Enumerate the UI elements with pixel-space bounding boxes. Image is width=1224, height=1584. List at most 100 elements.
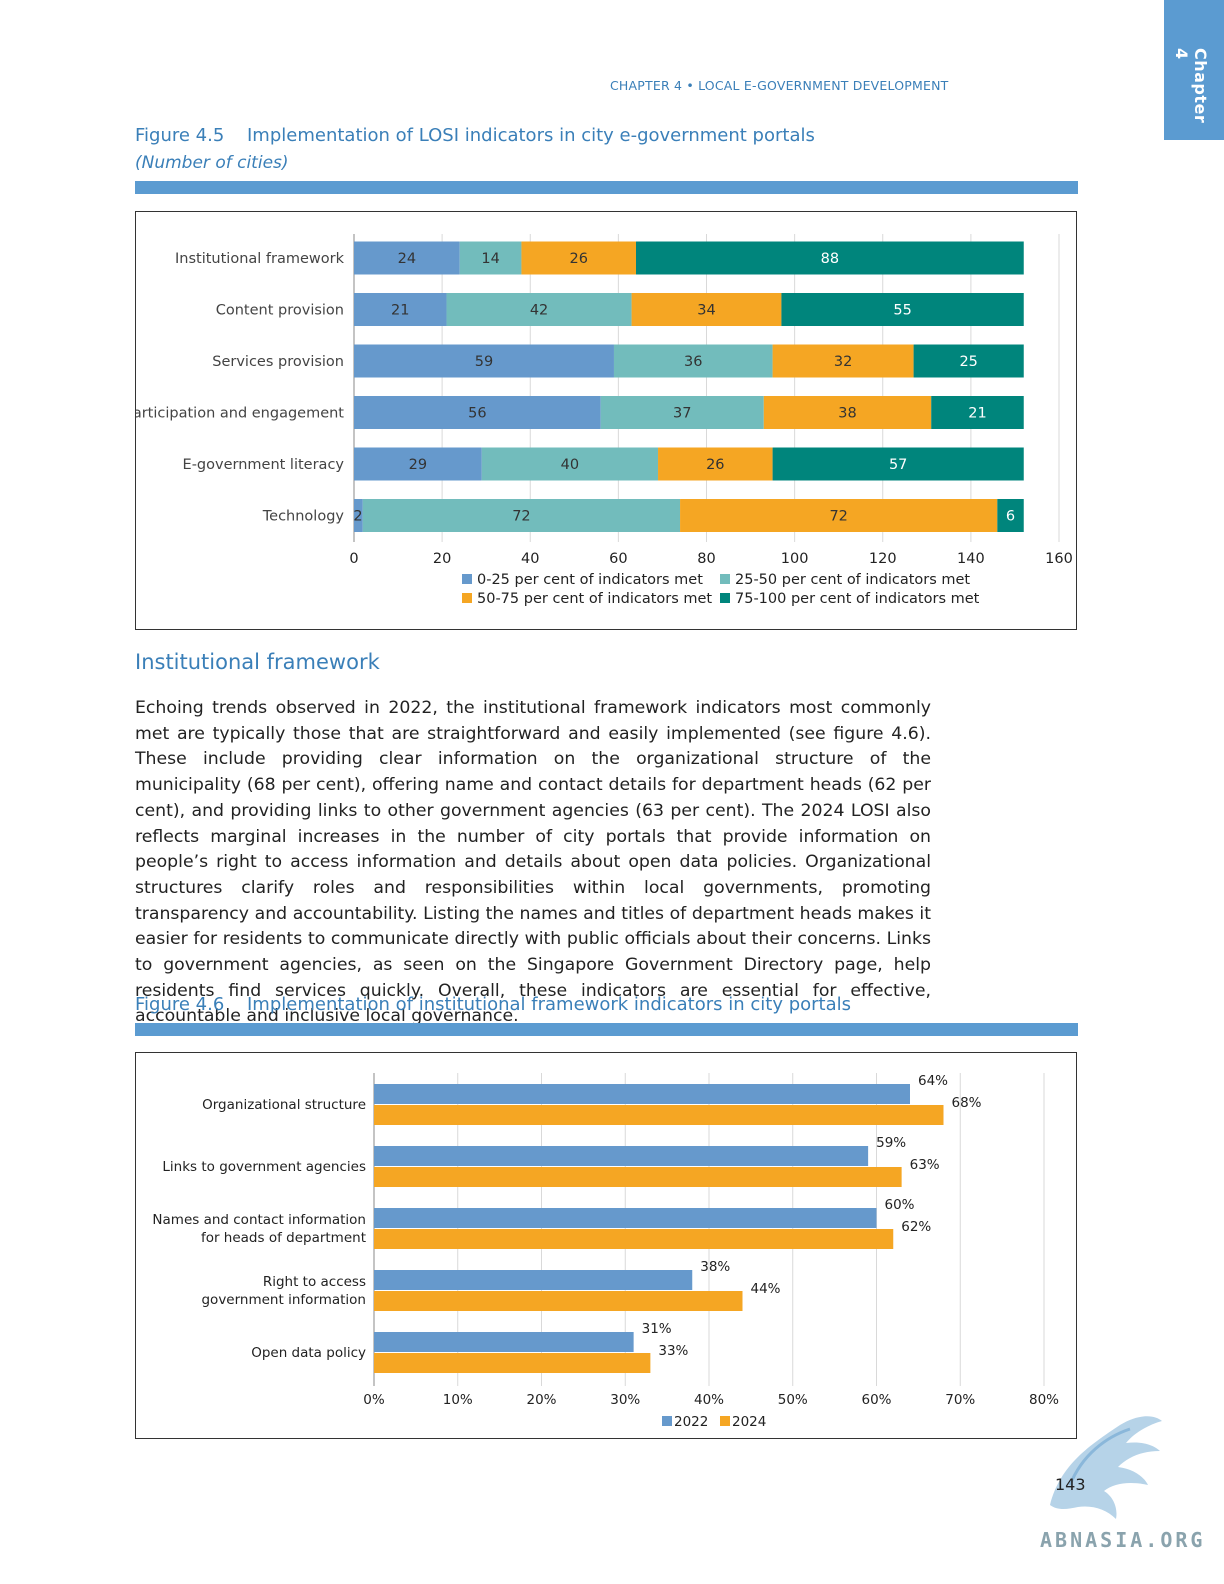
legend-label: 50-75 per cent of indicators met <box>477 591 713 607</box>
figure-4-5-title: Figure 4.5 Implementation of LOSI indicat… <box>135 125 815 146</box>
data-label: 57 <box>889 457 907 473</box>
bar <box>374 1208 877 1228</box>
x-tick-label: 30% <box>610 1392 640 1408</box>
data-label: 25 <box>959 354 977 370</box>
data-label: 31% <box>642 1321 672 1337</box>
x-tick-label: 70% <box>945 1392 975 1408</box>
x-tick-label: 60 <box>609 551 627 567</box>
category-label: government information <box>201 1292 366 1308</box>
legend-item: 2024 <box>720 1414 766 1430</box>
category-label: Organizational structure <box>202 1097 366 1113</box>
x-tick-label: 140 <box>957 551 985 567</box>
bar-segment <box>459 241 522 275</box>
data-label: 63% <box>910 1157 940 1173</box>
bar-segment <box>931 396 1024 429</box>
data-label: 40 <box>561 457 579 473</box>
watermark-logo-icon <box>1050 1416 1162 1519</box>
bar-segment <box>354 499 363 532</box>
x-tick-label: 80 <box>697 551 715 567</box>
legend-label: 2022 <box>674 1414 709 1430</box>
data-label: 37 <box>673 406 691 422</box>
x-tick-label: 120 <box>869 551 897 567</box>
x-tick-label: 10% <box>443 1392 473 1408</box>
x-tick-label: 40 <box>521 551 539 567</box>
legend-label: 0-25 per cent of indicators met <box>477 572 703 588</box>
data-label: 72 <box>829 509 847 525</box>
chart-institutional-framework-svg: 0% 10% 20% 30% 40% 50% 60% 70% 80% Organizational… <box>152 1073 1059 1408</box>
data-label: 26 <box>706 457 724 473</box>
data-label: 38 <box>838 406 856 422</box>
bar-segment <box>613 344 773 378</box>
legend-item: 0-25 per cent of indicators met <box>462 572 703 588</box>
data-label: 21 <box>968 406 986 422</box>
x-tick-label: 0 <box>349 551 358 567</box>
x-tick-label: 20 <box>433 551 451 567</box>
legend-swatch <box>462 593 472 603</box>
data-label: 42 <box>530 303 548 319</box>
x-tick-label: 80% <box>1029 1392 1059 1408</box>
running-header: CHAPTER 4 • LOCAL E-GOVERNMENT DEVELOPME… <box>610 78 949 93</box>
category-label: Participation and engagement <box>136 406 344 422</box>
bar-segment <box>362 499 681 532</box>
x-tick-label: 40% <box>694 1392 724 1408</box>
category-label: Technology <box>262 509 345 525</box>
watermark-text: ABNASIA.ORG <box>1040 1528 1206 1552</box>
legend-label: 25-50 per cent of indicators met <box>735 572 971 588</box>
data-label: 21 <box>391 303 409 319</box>
category-label: Right to access <box>263 1274 366 1290</box>
bar <box>374 1229 894 1249</box>
legend-swatch <box>720 593 730 603</box>
chart-stacked-losi: 0 20 40 60 80 100 120 140 160 Institutional frame… <box>135 211 1077 630</box>
data-label: 29 <box>409 457 427 473</box>
x-tick-label: 100 <box>781 551 809 567</box>
data-label: 56 <box>468 406 486 422</box>
data-label: 33% <box>658 1343 688 1359</box>
page-number: 143 <box>1055 1475 1086 1494</box>
chapter-tab-label: Chapter 4 <box>1172 48 1210 124</box>
category-label: Open data policy <box>251 1345 366 1361</box>
data-label: 34 <box>697 303 715 319</box>
bar <box>374 1291 743 1311</box>
data-label: 6 <box>1006 509 1015 525</box>
bar <box>374 1332 634 1352</box>
data-label: 38% <box>700 1259 730 1275</box>
category-label: Institutional framework <box>175 251 345 267</box>
legend-item: 25-50 per cent of indicators met <box>720 572 970 588</box>
bar-segment <box>446 293 632 326</box>
data-label: 64% <box>918 1073 948 1089</box>
category-label: Links to government agencies <box>162 1159 366 1175</box>
bar-segment <box>354 241 460 275</box>
bar-segment <box>781 293 1024 326</box>
bar <box>374 1270 693 1290</box>
figure-4-5-subtitle: (Number of cities) <box>135 153 289 173</box>
bar-segment <box>354 396 601 429</box>
bar-segment <box>772 344 914 378</box>
figure-4-6-title: Figure 4.6 Implementation of institutiona… <box>135 994 851 1015</box>
bar-segment <box>354 344 614 378</box>
data-label: 72 <box>512 509 530 525</box>
figure-title-text: Implementation of institutional framewor… <box>247 994 852 1015</box>
category-label: Content provision <box>216 303 344 319</box>
data-label: 2 <box>353 509 362 525</box>
legend-item: 2022 <box>662 1414 708 1430</box>
legend-label: 2024 <box>732 1414 767 1430</box>
bar-segment <box>997 499 1024 532</box>
bar-segment <box>772 447 1024 481</box>
legend-swatch <box>462 574 472 584</box>
bar-segment <box>658 447 773 481</box>
bar-segment <box>913 344 1024 378</box>
data-label: 26 <box>569 251 587 267</box>
data-label: 24 <box>398 251 416 267</box>
legend-item: 75-100 per cent of indicators met <box>720 591 979 607</box>
bar-segment <box>636 241 1024 275</box>
category-label: Services provision <box>212 354 344 370</box>
data-label: 60% <box>885 1197 915 1213</box>
x-tick-label: 20% <box>526 1392 556 1408</box>
section-heading: Institutional framework <box>135 650 380 674</box>
data-label: 36 <box>684 354 702 370</box>
figure-rule <box>135 181 1078 194</box>
bar-segment <box>631 293 782 326</box>
legend-swatch <box>720 574 730 584</box>
bar <box>374 1146 869 1166</box>
figure-number: Figure 4.6 <box>135 994 225 1015</box>
